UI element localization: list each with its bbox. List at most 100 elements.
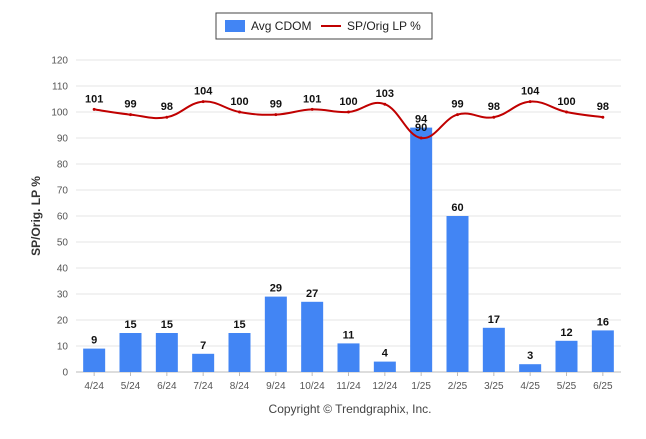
y-tick-label: 80 — [57, 160, 69, 171]
x-tick-label: 5/24 — [121, 381, 141, 392]
legend-label-avg-cdom: Avg CDOM — [251, 19, 311, 33]
y-tick-label: 40 — [57, 264, 69, 275]
bar — [519, 364, 542, 372]
bar — [337, 343, 360, 372]
x-tick-label: 6/25 — [593, 381, 613, 392]
x-tick-label: 4/24 — [84, 381, 104, 392]
line-point — [92, 107, 96, 111]
line-point — [310, 107, 314, 111]
legend: Avg CDOM SP/Orig LP % — [215, 12, 433, 40]
bar — [373, 361, 396, 372]
bar — [192, 353, 215, 372]
y-tick-label: 120 — [51, 56, 68, 67]
bar — [410, 127, 433, 372]
line-value-label: 98 — [161, 101, 173, 113]
y-tick-label: 100 — [51, 108, 68, 119]
x-tick-label: 1/25 — [411, 381, 431, 392]
line-value-label: 99 — [270, 99, 282, 111]
line-value-label: 100 — [339, 96, 357, 108]
bar-value-label: 12 — [560, 327, 572, 339]
line-point — [274, 113, 278, 117]
line-value-label: 101 — [85, 93, 103, 105]
bar — [264, 296, 287, 372]
x-tick-label: 11/24 — [336, 381, 361, 392]
x-tick-label: 5/25 — [557, 381, 577, 392]
bar — [155, 333, 178, 372]
line-value-label: 103 — [376, 88, 394, 100]
bar — [301, 301, 324, 372]
bar-value-label: 11 — [343, 329, 355, 341]
bar-value-label: 9 — [91, 335, 97, 347]
legend-label-sp-orig-lp: SP/Orig LP % — [347, 19, 421, 33]
y-tick-label: 30 — [57, 290, 69, 301]
y-tick-label: 110 — [52, 82, 68, 93]
y-tick-label: 10 — [57, 342, 69, 353]
x-tick-label: 8/24 — [230, 381, 250, 392]
bar-value-label: 17 — [488, 314, 500, 326]
line-value-label: 100 — [557, 96, 575, 108]
x-tick-label: 6/24 — [157, 381, 177, 392]
bar — [228, 333, 251, 372]
bar — [591, 330, 614, 372]
bar — [83, 348, 106, 372]
line-value-label: 104 — [194, 86, 213, 98]
line-value-label: 98 — [488, 101, 500, 113]
line-point — [601, 115, 605, 119]
line-value-label: 104 — [521, 86, 540, 98]
line-point — [419, 136, 423, 140]
legend-swatch-bar — [225, 20, 245, 32]
bar-value-label: 16 — [597, 316, 609, 328]
bar-value-label: 4 — [382, 348, 389, 360]
y-tick-label: 70 — [57, 186, 69, 197]
line-point — [565, 110, 568, 114]
bar-value-label: 94 — [415, 114, 428, 126]
bar-value-label: 15 — [124, 319, 136, 331]
y-tick-label: 20 — [57, 316, 69, 327]
y-axis-ticks: 0 10 20 30 40 50 60 70 80 90 100 110 120 — [51, 56, 68, 379]
x-tick-label: 10/24 — [300, 381, 325, 392]
x-tick-label: 3/25 — [484, 381, 504, 392]
line-point — [456, 113, 459, 117]
bar-value-label: 60 — [451, 202, 463, 214]
line-point — [528, 100, 532, 104]
x-tick-label: 7/24 — [193, 381, 213, 392]
x-tick-label: 9/24 — [266, 381, 286, 392]
bar-value-label: 27 — [306, 288, 318, 300]
y-tick-label: 50 — [57, 238, 69, 249]
y-axis-title: SP/Orig. LP % — [29, 176, 43, 256]
line-value-label: 90 — [415, 122, 427, 134]
y-tick-label: 90 — [57, 134, 69, 145]
line-point — [165, 115, 169, 119]
line-point — [347, 110, 350, 114]
bar — [119, 333, 142, 372]
line-point — [129, 113, 132, 117]
line-value-label: 101 — [303, 93, 321, 105]
y-tick-label: 0 — [62, 368, 68, 379]
bar-value-label: 29 — [270, 283, 282, 295]
data-labels: 9 15 15 7 15 29 27 11 4 94 60 17 3 12 16 101 99 98 104 100 9… — [85, 86, 609, 363]
line-series — [92, 100, 605, 140]
x-axis-ticks: 4/24 5/24 6/24 7/24 8/24 9/24 10/24 11/24 12/24 1… — [84, 372, 613, 392]
x-tick-label: 4/25 — [520, 381, 540, 392]
line-value-label: 99 — [451, 99, 463, 111]
line-point — [492, 115, 496, 119]
bar-value-label: 7 — [200, 340, 206, 352]
bar-value-label: 3 — [527, 350, 533, 362]
bar-series — [83, 127, 614, 372]
bar — [482, 327, 505, 372]
line-point — [238, 110, 241, 114]
line-value-label: 98 — [597, 101, 609, 113]
line-value-label: 99 — [124, 99, 136, 111]
bar — [555, 340, 578, 372]
line-value-label: 100 — [230, 96, 248, 108]
bar-value-label: 15 — [233, 319, 245, 331]
line-point — [201, 100, 205, 104]
x-tick-label: 12/24 — [372, 381, 397, 392]
line-point — [383, 102, 387, 106]
copyright-text: Copyright © Trendgraphix, Inc. — [269, 402, 432, 416]
bar — [446, 216, 469, 372]
bar-value-label: 15 — [161, 319, 173, 331]
x-tick-label: 2/25 — [448, 381, 468, 392]
